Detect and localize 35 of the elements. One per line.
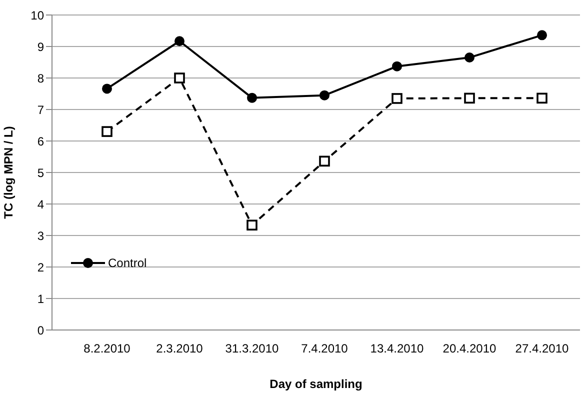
x-tick-label: 7.4.2010: [301, 342, 348, 356]
x-tick-label: 2.3.2010: [156, 342, 204, 356]
y-tick-label: 8: [37, 71, 44, 86]
point: [392, 61, 402, 72]
x-axis-title: Day of sampling: [270, 377, 362, 391]
x-tick-label: 31.3.2010: [225, 342, 280, 356]
y-tick-label: 6: [37, 134, 44, 148]
y-axis-title: TC (log MPN / L): [1, 126, 16, 219]
point: [320, 90, 330, 100]
y-tick-label: 2: [37, 260, 44, 274]
point: [464, 92, 475, 104]
point: [392, 93, 402, 104]
x-tick-label: 13.4.2010: [370, 342, 424, 356]
point: [102, 126, 112, 137]
y-tick-label: 4: [37, 197, 44, 212]
x-tick-label: 8.2.2010: [84, 342, 131, 356]
point: [536, 92, 548, 104]
y-tick-label: 1: [37, 292, 44, 306]
y-tick-label: 9: [37, 40, 44, 54]
point: [174, 72, 185, 84]
y-tick-label: 7: [37, 102, 44, 117]
legend-label: Control: [108, 256, 147, 270]
y-tick-label: 10: [30, 8, 44, 22]
point: [319, 156, 330, 167]
x-tick-label: 20.4.2010: [442, 342, 497, 356]
point: [247, 92, 257, 103]
point: [102, 84, 112, 94]
point: [537, 30, 547, 40]
y-tick-label: 3: [37, 228, 44, 243]
y-tick-label: 5: [37, 166, 44, 180]
x-tick-label: 27.4.2010: [515, 342, 570, 356]
point: [464, 52, 474, 63]
point: [246, 220, 258, 231]
y-tick-label: 0: [37, 323, 44, 338]
point: [174, 36, 184, 46]
